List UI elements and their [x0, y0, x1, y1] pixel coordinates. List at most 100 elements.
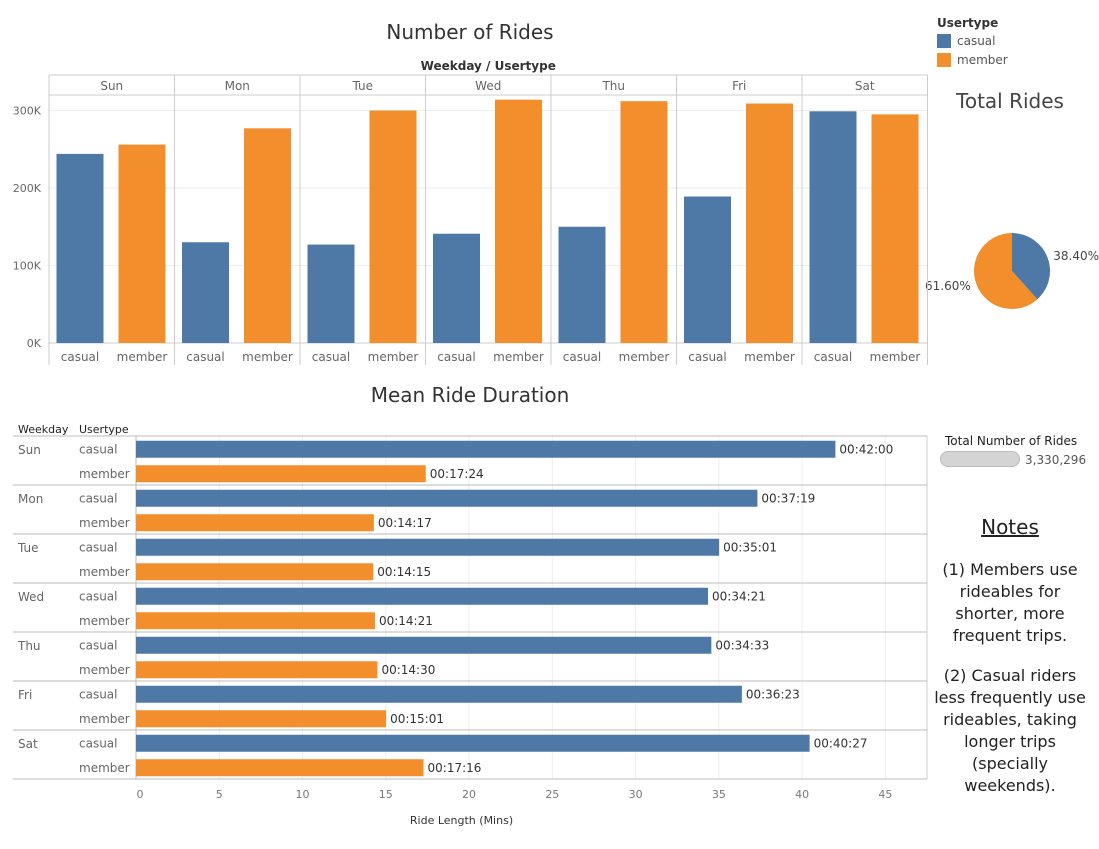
x-tick-label: member	[242, 350, 293, 364]
pie-label: 38.40%	[1053, 249, 1099, 263]
bar-value-label: 00:36:23	[746, 687, 800, 701]
bar-value-label: 00:42:00	[839, 442, 893, 456]
bar-casual	[558, 226, 606, 343]
y-tick-label: 200K	[13, 182, 42, 195]
notes-title: Notes	[981, 515, 1039, 539]
x-tick-label: casual	[563, 350, 602, 364]
x-tick-label: casual	[688, 350, 727, 364]
bar-casual	[307, 244, 355, 343]
usertype-label: casual	[79, 687, 118, 701]
weekday-header: Sat	[855, 79, 875, 93]
x-tick-label: 5	[216, 788, 223, 801]
legend-title: Usertype	[937, 16, 999, 30]
bar-member	[136, 514, 374, 532]
bar-member	[495, 99, 542, 344]
bar-value-label: 00:34:21	[712, 589, 766, 603]
bar-value-label: 00:14:17	[378, 516, 432, 530]
x-tick-label: 20	[462, 788, 476, 801]
x-tick-label: casual	[61, 350, 100, 364]
notes-line: shorter, more	[955, 604, 1065, 623]
bar-value-label: 00:15:01	[390, 712, 444, 726]
bar-value-label: 00:14:21	[379, 614, 433, 628]
bar-member	[136, 759, 424, 777]
x-tick-label: 45	[878, 788, 892, 801]
pie-title: Total Rides	[956, 89, 1064, 113]
bar-casual	[136, 440, 836, 458]
y-tick-label: 0K	[27, 337, 42, 350]
total-rides-bar	[940, 451, 1020, 467]
duration-chart-title: Mean Ride Duration	[370, 383, 570, 407]
weekday-header: Sun	[100, 79, 123, 93]
x-tick-label: 35	[712, 788, 726, 801]
bar-casual	[136, 734, 810, 752]
weekday-label: Sun	[18, 443, 41, 457]
usertype-label: member	[79, 565, 130, 579]
pie-label: 61.60%	[925, 279, 971, 293]
bar-value-label: 00:17:16	[428, 761, 482, 775]
legend-item-member[interactable]: member	[937, 53, 1008, 67]
usertype-label: casual	[79, 540, 118, 554]
duration-bar-chart: Weekday Usertype 0 5 10 15 20 25 30 35 40 45 Sun casu…	[13, 423, 928, 827]
row-header-usertype: Usertype	[79, 423, 129, 436]
weekday-header: Wed	[475, 79, 501, 93]
pie-slice-casual	[1012, 233, 1050, 300]
x-tick-label: casual	[437, 350, 476, 364]
bar-value-label: 00:14:15	[377, 565, 431, 579]
bar-member	[136, 661, 378, 679]
usertype-label: casual	[79, 638, 118, 652]
weekday-header: Tue	[352, 79, 374, 93]
x-tick-label: member	[619, 350, 670, 364]
bar-member	[620, 101, 668, 343]
total-rides-value: 3,330,296	[1025, 453, 1087, 467]
bar-value-label: 00:34:33	[715, 638, 769, 652]
notes-line: rideables, taking	[943, 710, 1077, 729]
weekday-label: Mon	[18, 492, 43, 506]
usertype-label: member	[79, 663, 130, 677]
bar-member	[369, 110, 417, 343]
bar-casual	[809, 111, 857, 344]
notes-paragraph-1: (1) Members use rideables for shorter, m…	[935, 559, 1085, 647]
weekday-label: Sat	[18, 737, 38, 751]
x-tick-label: member	[368, 350, 419, 364]
y-tick-label: 100K	[13, 260, 42, 273]
usertype-label: member	[79, 712, 130, 726]
legend-swatch-casual	[937, 34, 951, 48]
bar-member	[118, 144, 166, 343]
usertype-label: member	[79, 516, 130, 530]
weekday-label: Tue	[17, 541, 39, 555]
x-tick-label: member	[744, 350, 795, 364]
y-tick-label: 300K	[13, 105, 42, 118]
total-rides-label: Total Number of Rides	[945, 434, 1078, 448]
notes-line: rideables for	[959, 582, 1061, 601]
x-tick-label: member	[870, 350, 921, 364]
bar-value-label: 00:35:01	[723, 540, 777, 554]
x-tick-label: 40	[795, 788, 809, 801]
usertype-label: member	[79, 614, 130, 628]
weekday-label: Fri	[18, 688, 32, 702]
rides-chart-title: Number of Rides	[386, 20, 554, 44]
rides-header-label: Weekday / Usertype	[421, 59, 556, 73]
notes-line: (1) Members use	[942, 560, 1078, 579]
bar-casual	[182, 242, 229, 343]
notes-line: frequent trips.	[952, 626, 1068, 645]
weekday-header: Mon	[225, 79, 250, 93]
x-tick-label: 0	[137, 788, 144, 801]
notes-line: longer trips	[964, 732, 1056, 751]
usertype-label: casual	[79, 589, 118, 603]
x-axis-label: Ride Length (Mins)	[410, 814, 513, 827]
x-tick-label: member	[493, 350, 544, 364]
rides-bar-chart: Weekday / Usertype 0K 100K 200K 300K Sun casua…	[13, 59, 928, 365]
bar-member	[136, 710, 387, 728]
bar-casual	[136, 538, 720, 556]
weekday-header: Thu	[601, 79, 625, 93]
weekday-header: Fri	[732, 79, 746, 93]
bar-value-label: 00:37:19	[761, 491, 815, 505]
notes-line: weekends).	[964, 776, 1056, 795]
usertype-label: casual	[79, 736, 118, 750]
legend-label-member: member	[957, 53, 1008, 67]
legend-item-casual[interactable]: casual	[937, 34, 1008, 48]
notes-line: less frequently use	[934, 688, 1086, 707]
usertype-label: casual	[79, 442, 118, 456]
x-tick-label: 10	[296, 788, 310, 801]
bar-casual	[136, 489, 758, 507]
